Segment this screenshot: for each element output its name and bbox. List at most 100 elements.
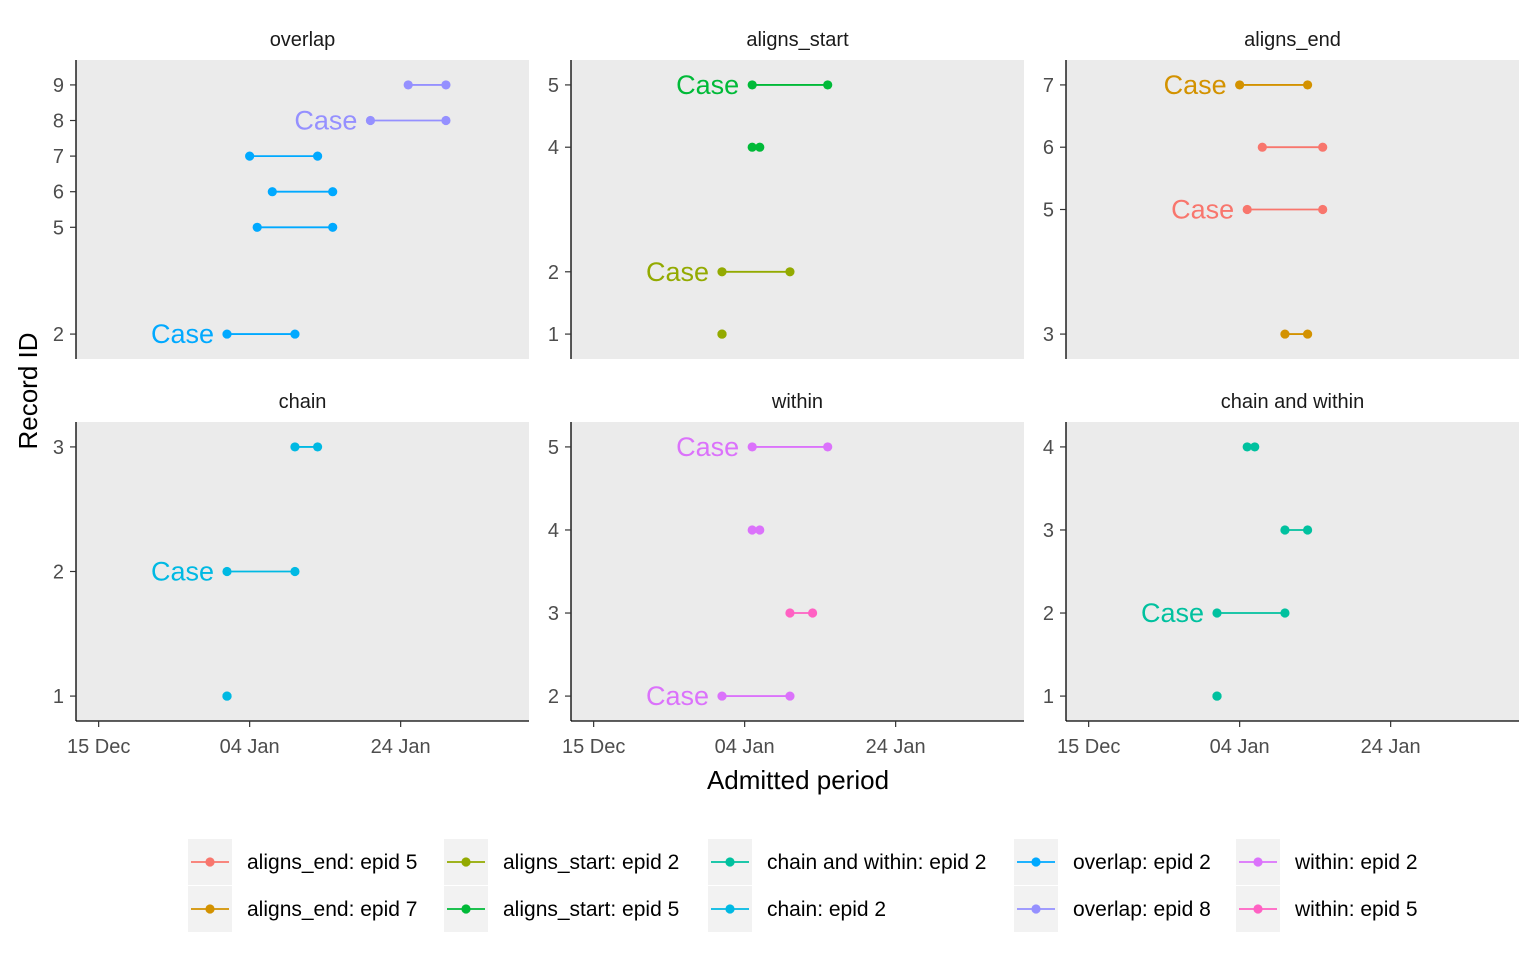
record-end-point: [755, 142, 765, 152]
legend-key-point: [725, 857, 735, 867]
panel-title-aligns_start: aligns_start: [746, 29, 849, 51]
record-end-point: [717, 329, 727, 339]
record-end-point: [1318, 142, 1328, 152]
record-end-point: [328, 187, 338, 197]
y-tick-label: 8: [53, 111, 64, 133]
y-tick-label: 2: [53, 324, 64, 346]
legend-key-point: [1031, 857, 1041, 867]
record-start-point: [1257, 142, 1267, 152]
record-start-point: [717, 267, 727, 277]
record-start-point: [245, 151, 255, 161]
y-tick-label: 2: [1043, 603, 1054, 625]
legend-key-point: [1253, 904, 1263, 914]
y-tick-label: 2: [53, 562, 64, 584]
record-end-point: [1280, 608, 1290, 618]
record-start-point: [252, 222, 262, 232]
legend-key-point: [461, 904, 471, 914]
record-start-point: [747, 80, 757, 90]
record-end-point: [1303, 329, 1313, 339]
y-axis-title: Record ID: [13, 332, 43, 449]
y-tick-label: 3: [1043, 520, 1054, 542]
record-end-point: [1303, 80, 1313, 90]
y-tick-label: 1: [548, 324, 559, 346]
record-start-point: [1235, 80, 1245, 90]
case-label: Case: [294, 106, 357, 136]
y-tick-label: 7: [1043, 75, 1054, 97]
record-start-point: [1242, 204, 1252, 215]
legend-label: aligns_end: epid 7: [247, 898, 417, 921]
record-start-point: [747, 442, 757, 452]
case-label: Case: [676, 432, 739, 462]
legend-label: overlap: epid 8: [1073, 898, 1211, 921]
record-end-point: [1250, 442, 1260, 452]
record-start-point: [267, 187, 277, 197]
panel-title-within: within: [771, 391, 823, 413]
y-tick-label: 1: [1043, 686, 1054, 708]
y-tick-label: 5: [548, 437, 559, 459]
y-tick-label: 7: [53, 146, 64, 168]
record-end-point: [755, 525, 765, 535]
case-label: Case: [646, 257, 709, 287]
y-tick-label: 2: [548, 262, 559, 284]
record-end-point: [1303, 525, 1313, 535]
panel-background-chain: [76, 422, 529, 721]
record-start-point: [365, 115, 376, 126]
legend-label: within: epid 2: [1294, 851, 1418, 874]
y-tick-label: 4: [548, 137, 559, 159]
legend-label: aligns_start: epid 2: [503, 851, 679, 874]
panel-title-overlap: overlap: [270, 29, 336, 51]
record-start-point: [290, 442, 300, 452]
x-tick-label: 24 Jan: [1361, 736, 1421, 758]
record-start-point: [1212, 608, 1222, 618]
x-tick-label: 15 Dec: [67, 736, 130, 758]
panel-background-chain-and-within: [1066, 422, 1519, 721]
record-end-point: [313, 151, 323, 161]
record-end-point: [290, 566, 300, 577]
legend-label: within: epid 5: [1294, 898, 1418, 921]
legend-label: chain and within: epid 2: [767, 851, 987, 874]
y-tick-label: 5: [548, 75, 559, 97]
record-start-point: [1280, 525, 1290, 535]
legend-key-point: [461, 857, 471, 867]
legend-label: chain: epid 2: [767, 898, 886, 921]
panel-background-aligns_start: [571, 60, 1024, 359]
case-label: Case: [151, 557, 214, 587]
y-tick-label: 1: [53, 686, 64, 708]
y-tick-label: 6: [1043, 137, 1054, 159]
y-tick-label: 3: [548, 603, 559, 625]
y-tick-label: 3: [1043, 324, 1054, 346]
record-end-point: [441, 115, 451, 126]
record-start-point: [747, 142, 757, 152]
record-end-point: [441, 80, 451, 90]
record-end-point: [1212, 691, 1222, 701]
x-tick-label: 15 Dec: [1057, 736, 1120, 758]
record-end-point: [1318, 204, 1328, 215]
record-end-point: [785, 691, 795, 701]
case-label: Case: [151, 319, 214, 349]
record-end-point: [808, 608, 818, 618]
case-label: Case: [1141, 598, 1204, 628]
record-end-point: [222, 691, 232, 701]
panel-background-within: [571, 422, 1024, 721]
x-tick-label: 04 Jan: [715, 736, 775, 758]
legend-key-point: [725, 904, 735, 914]
record-start-point: [222, 566, 232, 577]
record-end-point: [328, 222, 338, 232]
y-tick-label: 2: [548, 686, 559, 708]
record-end-point: [785, 267, 795, 277]
legend-key-point: [1253, 857, 1263, 867]
case-label: Case: [646, 681, 709, 711]
y-tick-label: 6: [53, 182, 64, 204]
y-tick-label: 3: [53, 437, 64, 459]
legend-key-point: [205, 857, 215, 867]
case-label: Case: [676, 70, 739, 100]
y-tick-label: 9: [53, 75, 64, 97]
legend-label: overlap: epid 2: [1073, 851, 1211, 874]
x-tick-label: 04 Jan: [1210, 736, 1270, 758]
legend-label: aligns_end: epid 5: [247, 851, 417, 874]
legend-key-point: [1031, 904, 1041, 914]
panel-title-chain: chain: [279, 391, 327, 413]
panel-title-aligns_end: aligns_end: [1244, 29, 1341, 51]
legend-label: aligns_start: epid 5: [503, 898, 679, 921]
